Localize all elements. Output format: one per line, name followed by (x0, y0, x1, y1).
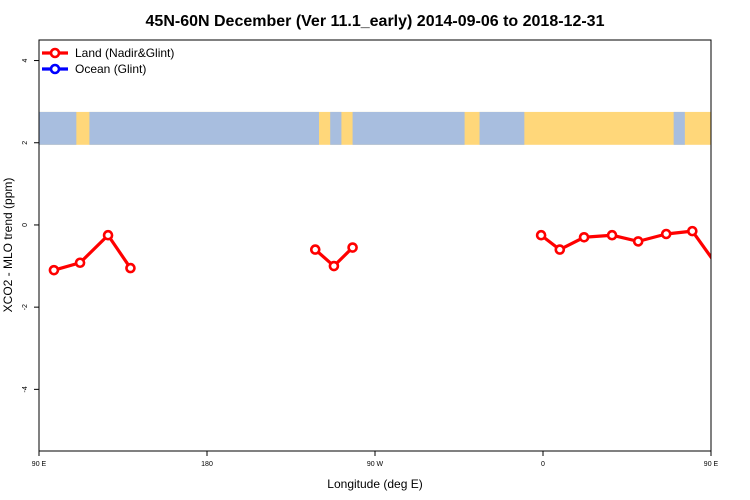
data-point (102, 229, 114, 241)
data-point (742, 259, 750, 267)
data-point (606, 229, 618, 241)
y-tick-label: 4 (22, 59, 29, 63)
y-tick-label: 0 (22, 223, 29, 227)
map-band-ocean (39, 111, 685, 145)
legend-label: Ocean (Glint) (75, 62, 146, 76)
data-point (578, 231, 590, 243)
data-point (554, 244, 566, 255)
x-tick-label: 90 E (704, 461, 719, 468)
map-band (39, 111, 711, 145)
x-tick-label: 180 (201, 461, 213, 468)
y-tick-label: 2 (22, 141, 29, 145)
plot-frame (38, 39, 712, 452)
data-point (74, 257, 86, 269)
y-axis-label: XCO2 - MLO trend (ppm) (1, 178, 15, 313)
y-tick-label: -4 (22, 386, 29, 392)
chart-title: 45N-60N December (Ver 11.1_early) 2014-0… (146, 13, 605, 30)
legend: Land (Nadir&Glint) Ocean (Glint) (42, 46, 174, 76)
ocean-region (673, 111, 685, 145)
ocean-region (89, 111, 320, 145)
series-0 (48, 225, 750, 276)
data-point (632, 236, 644, 247)
ocean-region (352, 111, 465, 145)
data-point (347, 242, 358, 253)
data-point (309, 244, 321, 255)
x-axis-label: Longitude (deg E) (327, 477, 422, 491)
legend-marker (49, 47, 61, 59)
x-tick-label: 0 (541, 461, 545, 468)
y-tick-label: -2 (22, 304, 29, 310)
data-point (687, 225, 698, 237)
data-point (535, 229, 547, 241)
legend-marker (49, 63, 61, 75)
x-tick-label: 90 E (32, 461, 47, 468)
data-point (328, 260, 340, 272)
data-point (48, 264, 60, 276)
data-point (716, 266, 724, 274)
ocean-region (479, 111, 525, 145)
series-line (540, 229, 711, 260)
legend-label: Land (Nadir&Glint) (75, 46, 174, 60)
ocean-region (330, 111, 342, 145)
x-tick-label: 90 W (367, 461, 384, 468)
series-line (53, 233, 132, 272)
data-point (660, 228, 672, 240)
data-point (125, 262, 136, 274)
ocean-region (39, 111, 77, 145)
